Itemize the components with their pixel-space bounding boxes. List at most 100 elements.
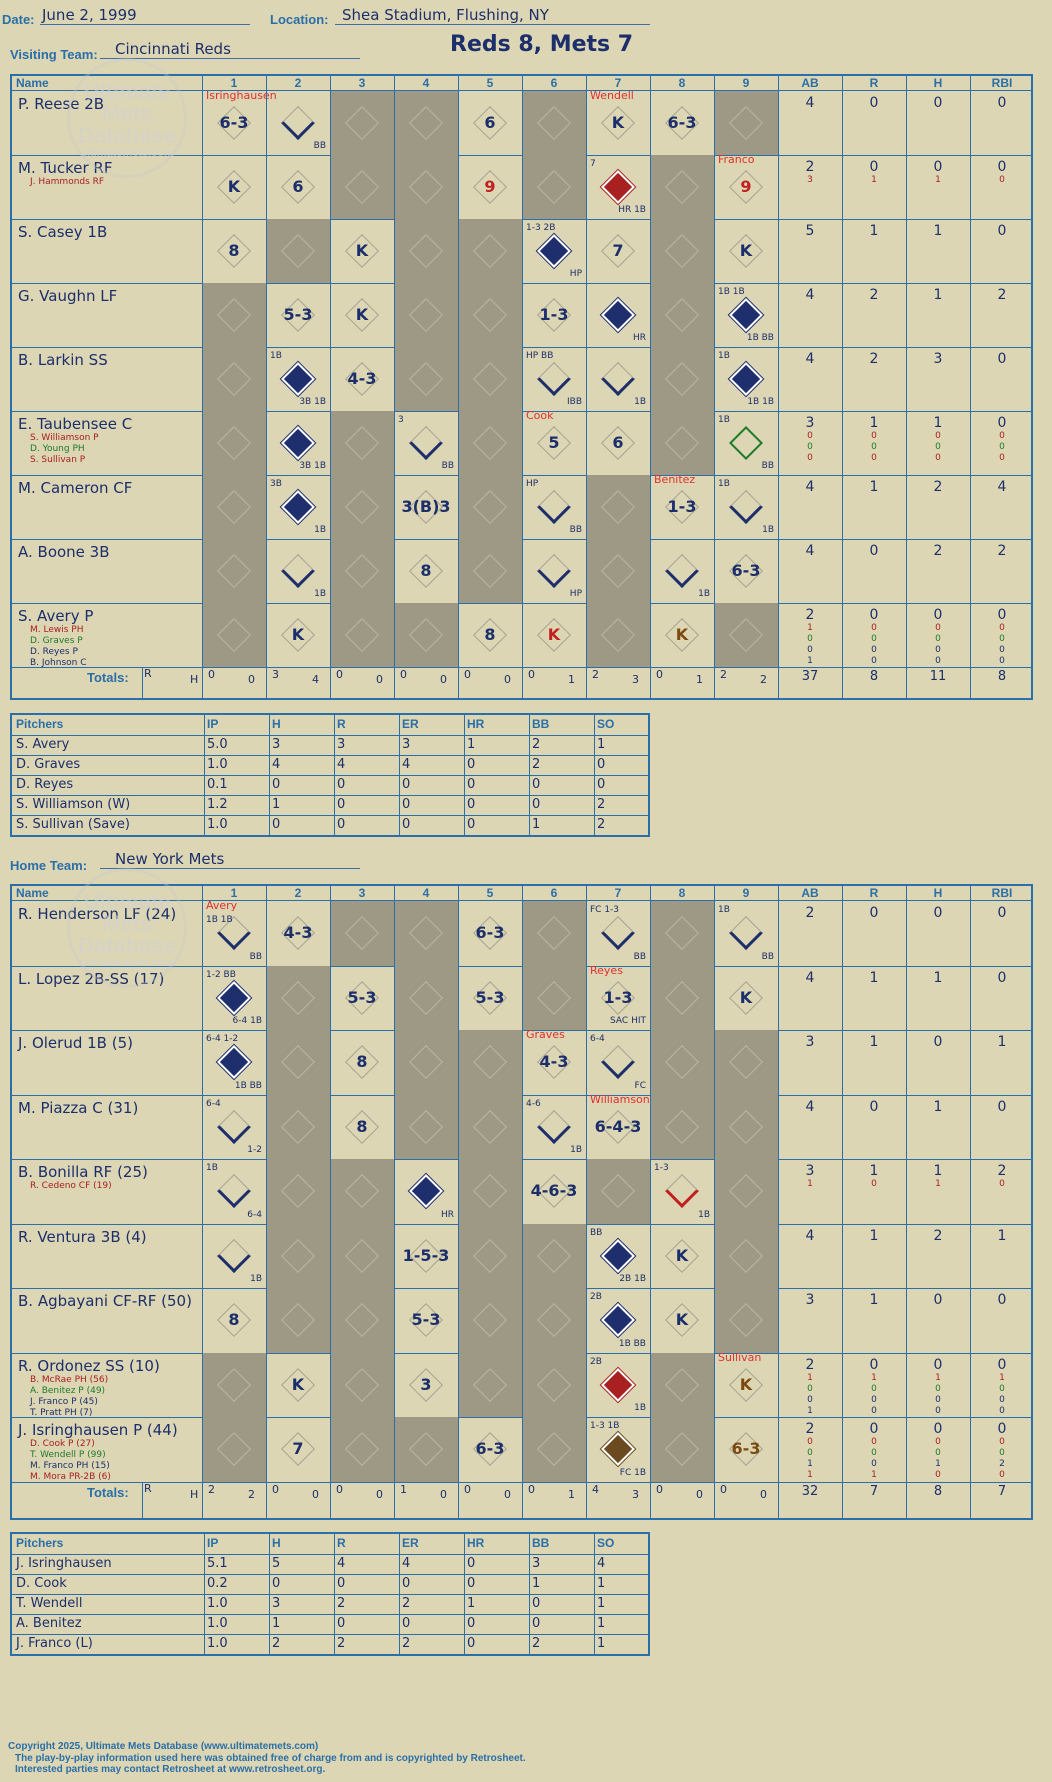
batter-stat-rbi: 0: [970, 351, 1034, 367]
play-annotation: HP: [569, 589, 582, 599]
pitcher-stat: 2: [337, 1596, 346, 1611]
at-bat-cell: [202, 539, 266, 603]
batter-stat-ab: 4: [778, 351, 842, 367]
at-bat-cell: [266, 1159, 330, 1224]
base-diamond: [473, 554, 507, 588]
at-bat-cell: [714, 91, 778, 155]
play-annotation-top: 1-3: [654, 1163, 669, 1173]
batter-stat-h: 0: [906, 1034, 970, 1050]
at-bat-cell: 1-3 1B FC 1B: [586, 1417, 650, 1482]
inning-hits: 0: [440, 673, 447, 686]
at-bat-cell: HR: [586, 283, 650, 347]
base-diamond: [729, 1303, 763, 1338]
batter-name: B. Agbayani CF-RF (50): [18, 1292, 192, 1310]
base-diamond: [473, 1367, 507, 1402]
batter-stat-ab: 3: [778, 1034, 842, 1050]
base-diamond: [601, 170, 635, 204]
inning-header-6: 6: [550, 76, 558, 90]
pitching-header: BB: [532, 717, 550, 731]
grid-line: [394, 76, 395, 698]
stat-value: 2: [933, 543, 943, 559]
pitcher-stat: 0: [272, 817, 281, 832]
at-bat-cell: [202, 347, 266, 411]
stat-header-r: R: [869, 886, 879, 900]
pitcher-stat: 5: [272, 1556, 281, 1571]
grid-line: [142, 667, 143, 698]
at-bat-cell: [394, 155, 458, 219]
sub-stat-value: 1: [807, 1405, 813, 1416]
stat-value: 0: [997, 223, 1007, 239]
at-bat-cell: [586, 539, 650, 603]
at-bat-cell: [522, 1352, 586, 1417]
stat-value: 0: [933, 159, 943, 175]
batter-stat-r: 1: [842, 223, 906, 239]
stat-value: 2: [933, 479, 943, 495]
at-bat-cell: [714, 1030, 778, 1095]
stat-value: 1: [933, 287, 943, 303]
inning-hits: 0: [248, 673, 255, 686]
pitcher-change-note: Graves: [526, 1028, 565, 1041]
base-diamond: [281, 1174, 315, 1209]
total-h: 8: [933, 1483, 943, 1499]
at-bat-cell: 4-3: [330, 347, 394, 411]
sub-stat-value: 1: [871, 1470, 877, 1480]
at-bat-cell: 5-3: [266, 283, 330, 347]
grid-line: [269, 1534, 270, 1654]
grid-line: [906, 886, 907, 1518]
pitcher-name: D. Graves: [16, 757, 81, 772]
at-bat-cell: [330, 155, 394, 219]
pitcher-name: S. Avery: [16, 737, 70, 752]
play-result: K: [675, 625, 689, 644]
pitcher-stat: 1: [597, 737, 606, 752]
pitching-header: HR: [467, 1536, 485, 1550]
at-bat-cell: [650, 411, 714, 475]
batter-stat-r: 1: [842, 970, 906, 986]
at-bat-cell: 2B 1B BB: [586, 1288, 650, 1353]
at-bat-cell: [394, 901, 458, 966]
base-diamond: [217, 1367, 251, 1402]
base-diamond: [665, 426, 699, 460]
play-annotation: 2B 1B: [619, 1274, 646, 1284]
at-bat-cell: 6-3 Isringhausen: [202, 89, 277, 155]
base-diamond: [409, 1174, 443, 1209]
base-diamond: [409, 170, 443, 204]
visitor-pitching-table: Pitchers IP H R ER HR BB SO S. Avery 5.0 3 3 3 1 2 1 D. …: [10, 713, 650, 837]
inning-hits: 2: [248, 1487, 255, 1501]
stat-value: 3: [805, 415, 815, 431]
watermark-text: Ultimate: [83, 889, 171, 914]
pitcher-stat: 0: [467, 797, 476, 812]
base-diamond: [537, 362, 571, 396]
play-annotation-top: 6-4 1-2: [206, 1034, 239, 1044]
play-annotation: SAC HIT: [610, 1016, 646, 1026]
play-result: 9: [484, 177, 496, 196]
substitute-name: R. Cedeno CF (19): [30, 1181, 112, 1191]
pitcher-name: A. Benitez: [16, 1616, 82, 1631]
batter-stat-h: 3: [906, 351, 970, 367]
pitcher-stat: 2: [402, 1636, 411, 1651]
stat-value: 4: [997, 479, 1007, 495]
play-annotation-top: 2B: [590, 1356, 602, 1367]
sub-stat-value: 1: [807, 1372, 813, 1383]
base-diamond: [345, 618, 379, 652]
at-bat-cell: [650, 219, 714, 283]
substitute-name: M. Franco PH (15): [30, 1461, 110, 1471]
stat-value: 0: [869, 1356, 879, 1373]
base-diamond: [601, 1045, 635, 1080]
stat-value: 2: [869, 287, 879, 303]
at-bat-cell: HR: [394, 1159, 458, 1224]
play-annotation: BB: [569, 525, 582, 535]
stat-value: 2: [805, 1356, 815, 1373]
stat-value: 4: [805, 543, 815, 559]
inning-runs: 1: [400, 1482, 407, 1496]
batter-row: B. Bonilla RF (25) R. Cedeno CF (19) 1B 6-4…: [12, 1159, 1031, 1225]
play-annotation: 1B: [314, 525, 326, 535]
play-annotation: HR 1B: [618, 205, 646, 215]
at-bat-cell: [394, 283, 458, 347]
play-annotation-top: 7: [590, 159, 596, 169]
play-result: 8: [356, 1116, 368, 1136]
play-annotation-top: 1B 1B: [718, 287, 745, 297]
at-bat-cell: K Sullivan: [714, 1351, 778, 1418]
at-bat-cell: 7 HR 1B: [586, 155, 650, 219]
